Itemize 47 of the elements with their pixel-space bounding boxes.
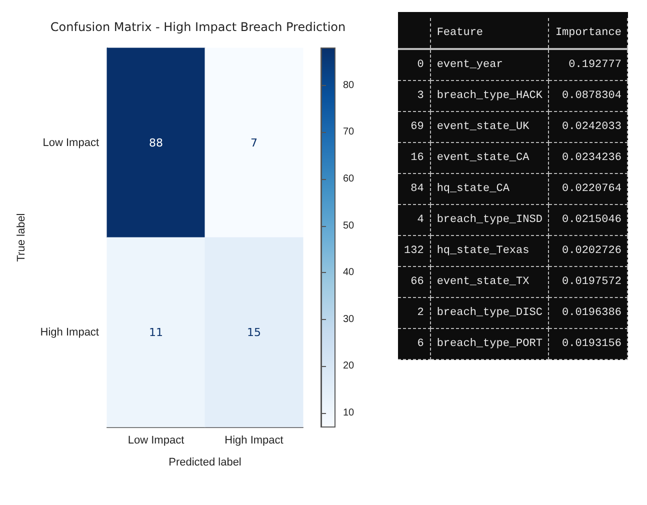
text: hq_state_Texas: [436, 245, 530, 257]
text: 6: [417, 338, 424, 350]
color-bar-label: 10: [343, 407, 355, 418]
text: event_state_UK: [436, 121, 530, 133]
text: hq_state_CA: [436, 183, 510, 195]
text: 16: [410, 152, 424, 164]
color-bar-label: 20: [343, 360, 355, 372]
x-axis-title: Predicted label: [168, 456, 242, 468]
text: event_state_CA: [436, 152, 530, 164]
category-label: Importance: [548, 18, 628, 49]
text: breach_type_INSD: [436, 214, 542, 226]
text: 0.0193156: [562, 338, 622, 350]
chart-title: Confusion Matrix - High Impact Breach Prediction: [50, 20, 346, 34]
text: 66: [410, 276, 424, 288]
text: event_state_TX: [436, 276, 530, 288]
text: event_year: [436, 59, 503, 71]
text: breach_type_DISC: [436, 307, 542, 319]
text: 2: [417, 307, 424, 319]
text: breach_type_PORT: [436, 338, 542, 350]
text: 84: [410, 183, 424, 195]
data-label: 88: [149, 136, 163, 150]
text: 0: [417, 59, 424, 71]
color-bar-label: 40: [343, 267, 355, 278]
text: 0.192777: [568, 59, 622, 71]
color-bar-label: 70: [343, 126, 355, 138]
color-bar-label: 80: [343, 80, 355, 91]
data-label: 15: [247, 326, 261, 339]
text: 0.0197572: [562, 276, 622, 288]
text: 0.0196386: [562, 307, 622, 319]
color-bar-label: 60: [343, 174, 355, 185]
text: 4: [417, 214, 424, 226]
text: 3: [417, 90, 424, 102]
text: 69: [410, 121, 424, 133]
color-bar-label: 50: [343, 220, 355, 232]
text: 132: [404, 245, 424, 257]
text: 0.0234236: [562, 152, 622, 164]
text: 0.0878304: [562, 90, 622, 102]
color-bar-label: 30: [343, 314, 355, 325]
text: 0.0220764: [562, 183, 622, 195]
data-label: 7: [250, 136, 258, 150]
text: 0.0215046: [562, 214, 622, 226]
category-label: Feature: [430, 18, 549, 49]
text: 0.0242033: [562, 121, 622, 133]
text: 0.0202726: [562, 245, 622, 257]
text: breach_type_HACK: [436, 90, 542, 102]
data-label: 11: [149, 326, 163, 339]
y-axis-title: True label: [16, 213, 28, 262]
